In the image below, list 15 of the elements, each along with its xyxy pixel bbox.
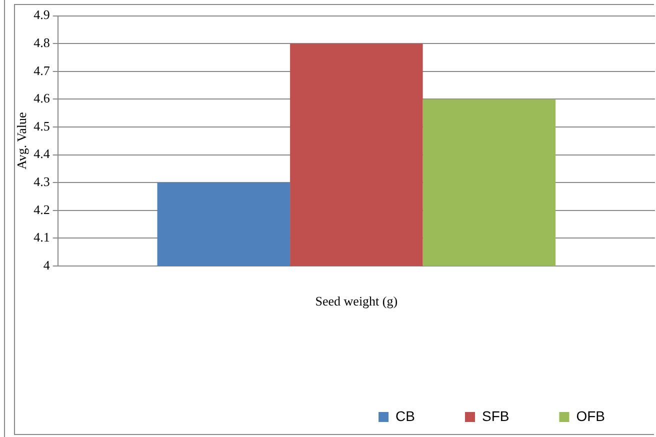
y-tick-label: 4.3 bbox=[34, 174, 50, 190]
y-tick-label: 4.7 bbox=[34, 62, 50, 78]
y-tick-label: 4.4 bbox=[34, 146, 50, 162]
y-tick-label: 4.5 bbox=[34, 118, 50, 134]
y-axis-title: Avg. Value bbox=[14, 112, 30, 170]
legend-label: SFB bbox=[482, 408, 510, 424]
y-tick-label: 4 bbox=[43, 257, 50, 272]
y-tick-label: 4.8 bbox=[34, 35, 50, 50]
x-axis-title: Seed weight (g) bbox=[315, 294, 398, 309]
y-tick-label: 4.2 bbox=[34, 202, 50, 217]
legend-label: OFB bbox=[576, 408, 605, 424]
y-tick-label: 4.9 bbox=[34, 7, 50, 22]
y-tick-label: 4.6 bbox=[34, 90, 50, 106]
y-tick-label: 4.1 bbox=[34, 230, 50, 245]
legend-label: CB bbox=[396, 408, 415, 424]
